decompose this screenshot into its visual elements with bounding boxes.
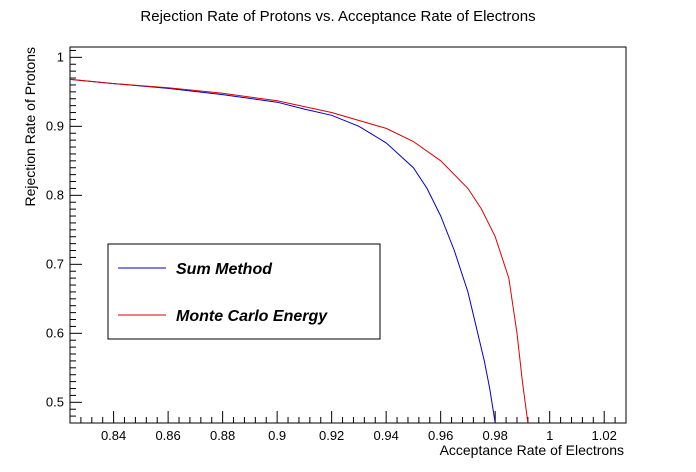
legend: Sum Method Monte Carlo Energy — [107, 243, 381, 340]
x-axis: 0.84 0.86 0.88 0.9 0.92 0.94 0.96 0.98 1 1.02 — [80, 411, 627, 443]
y-tick-label: 0.6 — [46, 325, 64, 340]
x-tick-label: 0.94 — [374, 428, 399, 443]
x-tick-label: 0.9 — [268, 428, 286, 443]
plot-frame — [69, 46, 627, 424]
legend-label-monte-carlo-energy: Monte Carlo Energy — [176, 308, 328, 325]
x-tick-label: 0.86 — [155, 428, 180, 443]
y-tick-label: 0.8 — [46, 187, 64, 202]
x-tick-label: 0.88 — [210, 428, 235, 443]
y-tick-label: 0.5 — [46, 394, 64, 409]
x-tick-label: 1 — [546, 428, 553, 443]
x-tick-label: 0.92 — [319, 428, 344, 443]
legend-box — [107, 243, 381, 340]
x-tick-label: 0.84 — [101, 428, 126, 443]
x-tick-label: 1.02 — [592, 428, 617, 443]
x-axis-label: Acceptance Rate of Electrons — [440, 442, 624, 458]
y-tick-label: 0.9 — [46, 118, 64, 133]
legend-label-sum-method: Sum Method — [176, 261, 273, 278]
series-line-monte-carlo-energy — [70, 78, 529, 423]
y-axis: 0.5 0.6 0.7 0.8 0.9 1 — [46, 49, 82, 417]
series-layer — [70, 78, 529, 423]
x-tick-label: 0.98 — [483, 428, 508, 443]
y-tick-label: 1 — [57, 49, 64, 64]
x-tick-label: 0.96 — [428, 428, 453, 443]
plot-area: 0.84 0.86 0.88 0.9 0.92 0.94 0.96 0.98 1 1.02 0.5… — [46, 46, 627, 443]
y-axis-label: Rejection Rate of Protons — [22, 47, 38, 207]
series-line-sum-method — [70, 78, 496, 423]
y-tick-label: 0.7 — [46, 256, 64, 271]
chart-title: Rejection Rate of Protons vs. Acceptance… — [140, 8, 535, 25]
